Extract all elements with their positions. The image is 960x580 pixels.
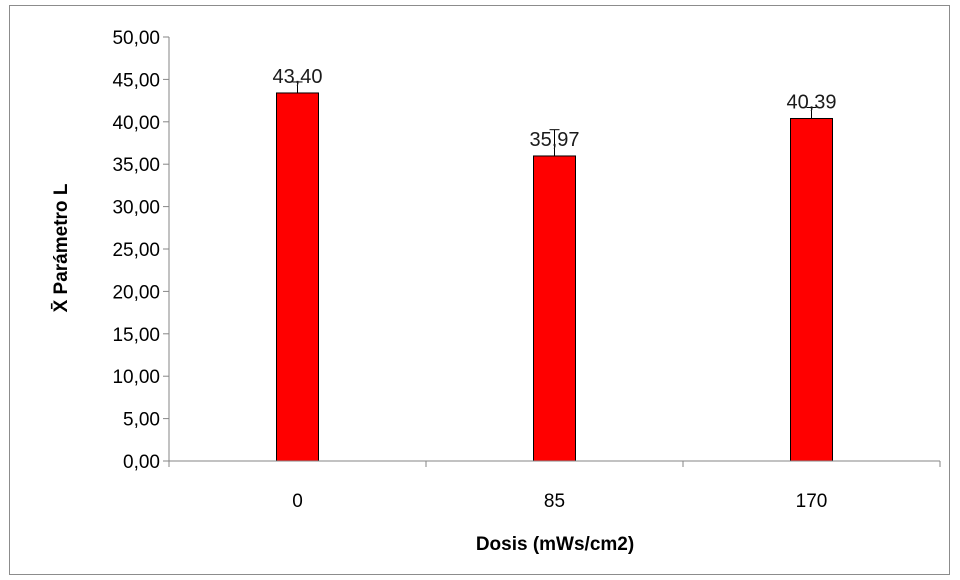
y-tick-label: 15,00 xyxy=(112,325,160,346)
error-bars xyxy=(292,81,817,156)
y-tick-label: 20,00 xyxy=(112,282,160,303)
y-tick-label: 10,00 xyxy=(112,367,160,388)
x-axis-ticks: 0 85 170 xyxy=(168,461,941,512)
data-labels: 43,40 35,97 40,39 xyxy=(272,66,836,151)
y-tick-label: 5,00 xyxy=(123,410,160,431)
y-axis-ticks: 0,00 5,00 10,00 15,00 20,00 25,00 30,00 35,00 40… xyxy=(112,28,169,473)
y-tick-label: 25,00 xyxy=(112,240,160,261)
x-tick-label: 85 xyxy=(544,491,565,512)
x-axis-title: Dosis (mWs/cm2) xyxy=(476,534,634,555)
y-tick-label: 50,00 xyxy=(112,28,160,49)
x-tick-label: 170 xyxy=(796,491,828,512)
data-label-170: 40,39 xyxy=(786,91,836,113)
bar-0 xyxy=(276,92,319,462)
data-label-0: 43,40 xyxy=(272,66,322,88)
y-tick-label: 40,00 xyxy=(112,113,160,134)
bar-85 xyxy=(533,155,576,462)
bar-170 xyxy=(790,117,833,462)
y-tick-label: 30,00 xyxy=(112,198,160,219)
data-label-85: 35,97 xyxy=(529,129,579,151)
y-axis-title: X̄ Parámetro L xyxy=(51,183,72,312)
y-tick-label: 0,00 xyxy=(123,452,160,473)
y-tick-label: 35,00 xyxy=(112,155,160,176)
x-tick-label: 0 xyxy=(292,491,303,512)
bars xyxy=(276,92,833,462)
y-tick-label: 45,00 xyxy=(112,70,160,91)
